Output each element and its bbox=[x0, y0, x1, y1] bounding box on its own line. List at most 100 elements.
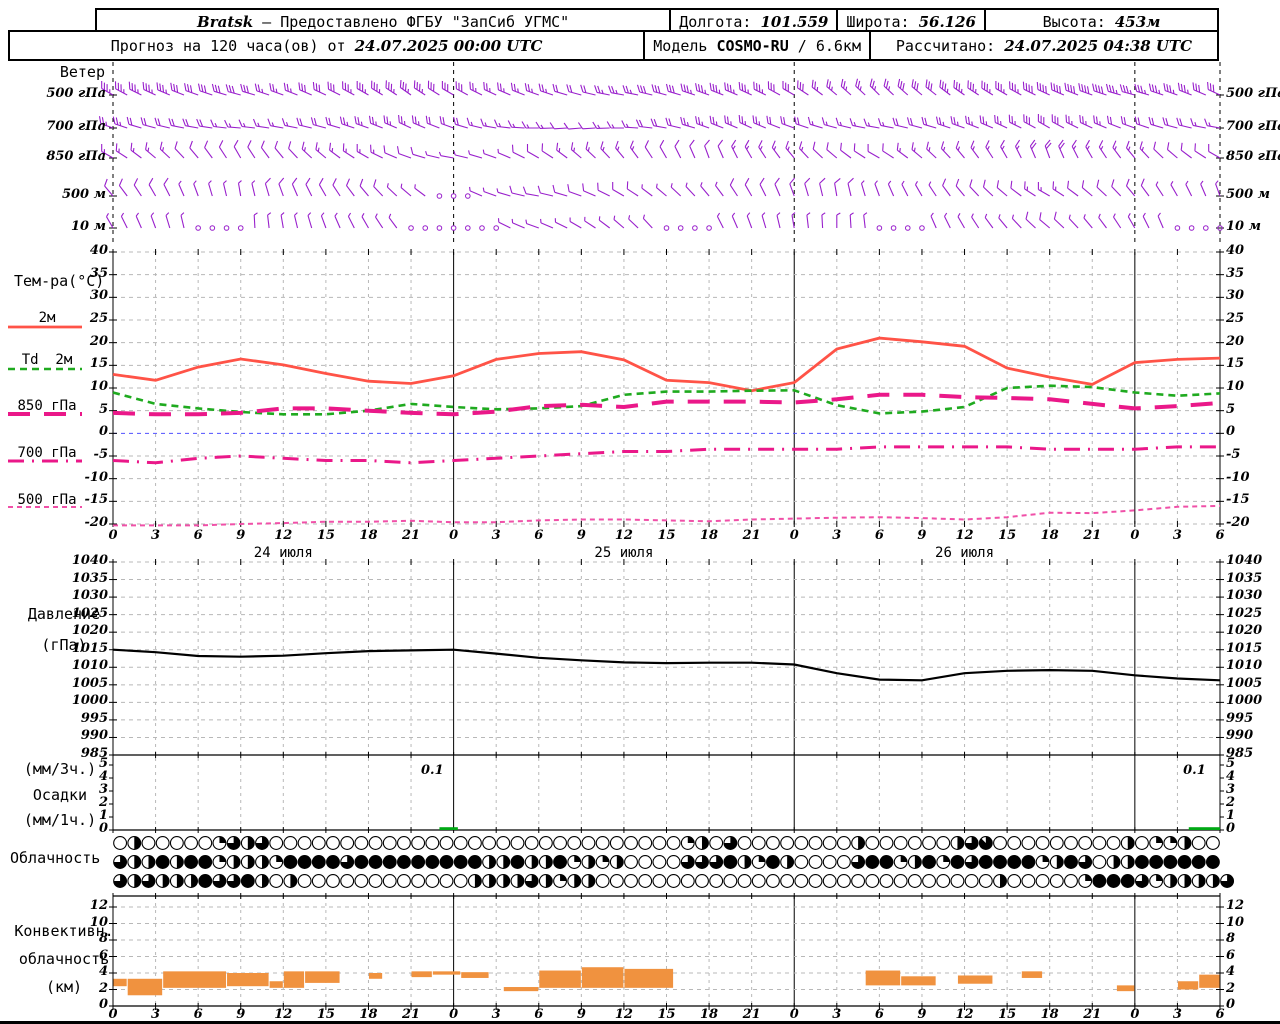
temp-tick-label-right: 20 bbox=[1226, 333, 1245, 349]
precip-tick-label-left: 2 bbox=[98, 795, 108, 810]
wind-barb bbox=[359, 178, 369, 197]
temp-tick-label-right: 15 bbox=[1226, 356, 1245, 372]
bottom-hour-label: 9 bbox=[236, 1007, 246, 1022]
hour-label: 18 bbox=[1040, 528, 1059, 543]
wind-barb bbox=[717, 139, 724, 159]
cloud-cover-circle bbox=[240, 874, 255, 888]
precip-tick-label-left: 5 bbox=[98, 756, 108, 771]
wind-barb bbox=[744, 139, 753, 159]
calc-info: Рассчитано: 24.07.2025 04:38 UTC bbox=[869, 32, 1217, 59]
wind-barb bbox=[538, 83, 554, 96]
wind-barb bbox=[766, 115, 781, 129]
wind-barb bbox=[826, 79, 838, 96]
cloud-cover-circle bbox=[155, 855, 170, 869]
wind-barb bbox=[165, 212, 171, 229]
wind-barb bbox=[427, 80, 440, 96]
cloud-cover-circle bbox=[993, 855, 1007, 869]
cloud-cover-circle bbox=[1191, 855, 1206, 869]
cloud-cover-wedge bbox=[1170, 874, 1177, 888]
wind-barb bbox=[598, 216, 611, 229]
wind-barb bbox=[497, 148, 511, 159]
wind-barb bbox=[267, 212, 272, 229]
wind-barb bbox=[863, 118, 880, 129]
cloud-cover-circle bbox=[666, 836, 681, 850]
wind-barb bbox=[1008, 114, 1022, 129]
cloud-cover-circle bbox=[297, 855, 312, 869]
wind-barb bbox=[549, 122, 568, 130]
cloud-cover-wedge bbox=[525, 874, 539, 888]
wind-barb bbox=[665, 83, 681, 96]
wind-barb bbox=[332, 178, 341, 197]
wind-barb bbox=[984, 213, 994, 229]
cloud-cover-circle bbox=[453, 836, 468, 850]
wind-barb bbox=[439, 116, 454, 129]
cloud-cover-wedge bbox=[574, 855, 581, 862]
cloud-cover-circle bbox=[1134, 855, 1149, 869]
wind-barb bbox=[641, 184, 653, 197]
cloud-cover-circle bbox=[808, 874, 823, 888]
bottom-hour-label: 3 bbox=[491, 1007, 501, 1022]
header-row1: Bratsk — Предоставлено ФГБУ "ЗапСиб УГМС… bbox=[95, 8, 1219, 36]
cloud-cover-circle bbox=[1049, 836, 1064, 850]
wind-barb bbox=[1015, 139, 1022, 159]
calm-wind-circle bbox=[479, 225, 485, 231]
wind-barb bbox=[863, 212, 868, 229]
wind-barb bbox=[156, 82, 171, 96]
hour-label: 6 bbox=[534, 528, 544, 543]
convective-cloud-bar bbox=[127, 978, 163, 996]
cloud-cover-circle bbox=[382, 855, 397, 869]
cloud-cover-circle bbox=[624, 855, 638, 869]
cloud-cover-circle bbox=[1049, 874, 1064, 888]
wind-barb bbox=[301, 141, 313, 159]
wind-barb bbox=[896, 142, 909, 159]
wind-barb bbox=[774, 177, 781, 197]
wind-barb bbox=[761, 212, 767, 229]
wind-barb bbox=[785, 140, 795, 159]
wind-barb bbox=[798, 141, 809, 159]
wind-level-label-right: 700 гПа bbox=[1226, 119, 1280, 134]
conv-tick-label-left: 6 bbox=[98, 947, 108, 963]
date-label: 24 июля bbox=[253, 545, 313, 561]
wind-barb bbox=[996, 180, 1008, 197]
cloud-cover-wedge bbox=[262, 874, 269, 888]
cloud-cover-circle bbox=[780, 836, 795, 850]
cloud-cover-circle bbox=[198, 874, 213, 888]
calm-wind-circle bbox=[493, 225, 499, 231]
cloud-cover-circle bbox=[510, 855, 525, 869]
wind-barb bbox=[944, 212, 951, 229]
pressure-tick-label-left: 1035 bbox=[71, 570, 108, 586]
wind-barb bbox=[204, 140, 213, 159]
cloud-cover-circle bbox=[1007, 874, 1022, 888]
cloud-cover-circle bbox=[765, 855, 780, 869]
conv-panel-title-2: облачность bbox=[18, 950, 110, 968]
conv-tick-label-right: 0 bbox=[1226, 997, 1236, 1012]
wind-barb bbox=[1170, 181, 1178, 197]
wind-barb bbox=[782, 81, 795, 96]
precip-bar bbox=[439, 827, 458, 830]
cloud-cover-wedge bbox=[113, 855, 127, 869]
cloud-cover-circle bbox=[765, 874, 780, 888]
bottom-hour-label: 3 bbox=[151, 1007, 161, 1022]
wind-barb bbox=[339, 116, 355, 129]
pressure-tick-label-right: 985 bbox=[1226, 746, 1254, 761]
wind-barb bbox=[695, 83, 710, 96]
pressure-tick-label-left: 1010 bbox=[71, 658, 108, 674]
cloud-cover-wedge bbox=[1212, 874, 1220, 888]
pressure-curve bbox=[112, 648, 1221, 682]
temp-tick-label-right: 5 bbox=[1226, 401, 1236, 417]
wind-barb bbox=[1140, 178, 1150, 197]
temp-legend-label: 700 гПа bbox=[17, 445, 77, 461]
cloud-cover-circle bbox=[936, 836, 951, 850]
wind-barb bbox=[1125, 140, 1136, 159]
wind-barb bbox=[1010, 180, 1022, 197]
wind-barb bbox=[612, 182, 625, 197]
cloud-cover-wedge bbox=[1056, 855, 1064, 869]
precip-unit-1h: (мм/1ч.) bbox=[23, 811, 97, 829]
wind-barb bbox=[238, 119, 255, 129]
wind-panel-title: Ветер bbox=[59, 63, 105, 81]
date-label: 26 июля bbox=[935, 545, 995, 561]
wind-barb bbox=[1180, 142, 1192, 159]
cloud-cover-circle bbox=[538, 836, 553, 850]
bottom-frame bbox=[0, 1021, 1280, 1024]
wind-barb bbox=[196, 118, 213, 129]
